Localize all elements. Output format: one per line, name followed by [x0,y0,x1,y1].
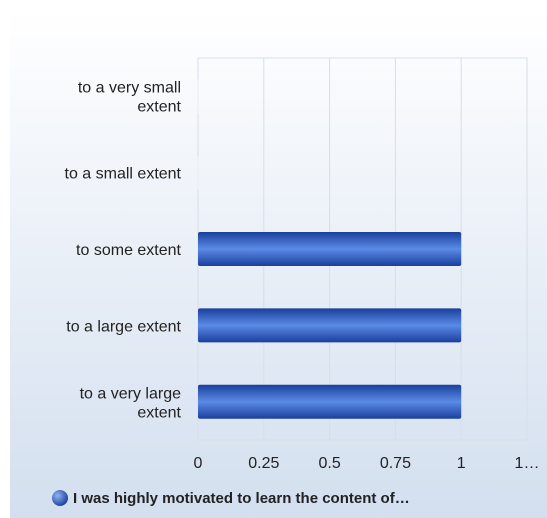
x-tick-label: 1 [457,455,466,472]
x-tick-label: 1… [515,455,540,472]
bar-4 [198,308,462,343]
x-tick-label: 0.75 [380,455,411,472]
bar-3 [198,232,462,266]
x-axis-labels: 0 0.25 0.5 0.75 1 1… [194,455,540,472]
bar-5 [198,384,462,419]
y-axis-labels: to a very small extent to a small extent to… [65,80,182,422]
legend: I was highly motivated to learn the cont… [52,490,410,507]
y-tick-label: to a very small extent [78,80,182,116]
x-tick-label: 0.25 [248,455,279,472]
y-tick-label: to a large extent [66,318,181,335]
x-tick-label: 0.5 [318,455,340,472]
y-tick-label: to a very large extent [80,385,182,421]
legend-marker-icon [52,490,68,506]
x-tick-label: 0 [194,455,203,472]
y-tick-label: to some extent [76,242,182,259]
y-tick-label: to a small extent [65,166,182,183]
legend-label: I was highly motivated to learn the cont… [73,490,410,507]
bars [197,79,462,419]
